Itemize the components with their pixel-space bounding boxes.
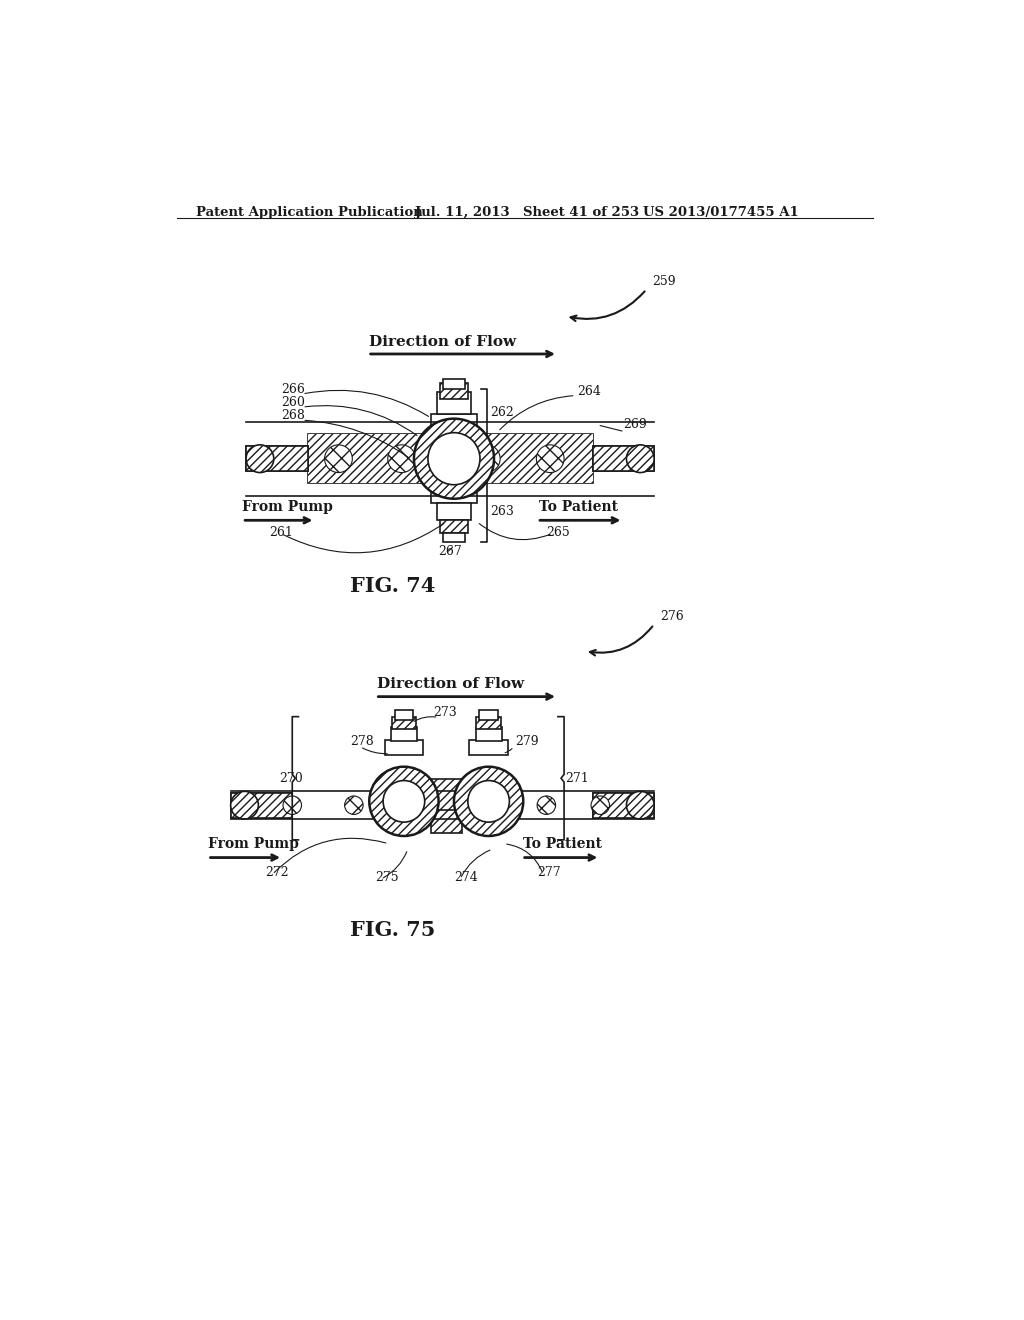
- Circle shape: [538, 796, 556, 814]
- Circle shape: [325, 445, 352, 473]
- Circle shape: [472, 445, 500, 473]
- Text: 275: 275: [376, 871, 399, 883]
- Text: 266: 266: [281, 383, 304, 396]
- Bar: [394, 710, 413, 719]
- Bar: [593, 793, 654, 817]
- Text: 268: 268: [281, 409, 304, 422]
- Bar: [593, 446, 654, 471]
- Text: 263: 263: [490, 506, 514, 519]
- Text: 278: 278: [350, 735, 374, 748]
- Text: Direction of Flow: Direction of Flow: [377, 677, 524, 692]
- Bar: [440, 383, 468, 399]
- Bar: [431, 810, 462, 833]
- Bar: [230, 793, 292, 817]
- Bar: [469, 739, 508, 755]
- Bar: [307, 434, 451, 483]
- Text: 259: 259: [652, 275, 676, 288]
- Text: 262: 262: [490, 407, 514, 418]
- Bar: [230, 793, 292, 817]
- Bar: [246, 446, 307, 471]
- Text: US 2013/0177455 A1: US 2013/0177455 A1: [643, 206, 799, 219]
- Bar: [307, 434, 593, 483]
- Text: 261: 261: [269, 525, 293, 539]
- Bar: [593, 446, 654, 471]
- Bar: [385, 739, 423, 755]
- Bar: [440, 520, 468, 533]
- Bar: [440, 520, 468, 533]
- Circle shape: [537, 445, 564, 473]
- Bar: [476, 717, 501, 729]
- Bar: [246, 446, 307, 471]
- Text: 265: 265: [547, 525, 570, 539]
- Circle shape: [454, 767, 523, 836]
- Bar: [451, 434, 593, 483]
- Circle shape: [345, 796, 364, 814]
- Bar: [307, 434, 451, 483]
- Text: 267: 267: [438, 545, 462, 558]
- Circle shape: [627, 445, 654, 473]
- Bar: [246, 446, 307, 471]
- Text: 277: 277: [538, 866, 561, 879]
- Text: Patent Application Publication: Patent Application Publication: [196, 206, 423, 219]
- Bar: [391, 717, 416, 729]
- Bar: [476, 717, 501, 729]
- Text: From Pump: From Pump: [243, 500, 333, 513]
- Text: 270: 270: [280, 772, 303, 785]
- Bar: [437, 392, 471, 414]
- Bar: [230, 793, 292, 817]
- Text: 279: 279: [515, 735, 540, 748]
- Text: 273: 273: [433, 706, 457, 719]
- Circle shape: [283, 796, 301, 814]
- Circle shape: [246, 445, 273, 473]
- Bar: [431, 482, 477, 503]
- Text: 272: 272: [265, 866, 289, 879]
- Bar: [391, 717, 416, 729]
- Text: 269: 269: [624, 418, 647, 430]
- Circle shape: [383, 780, 425, 822]
- Bar: [479, 710, 498, 719]
- Circle shape: [414, 418, 494, 499]
- Bar: [431, 779, 462, 817]
- Bar: [475, 727, 502, 742]
- Bar: [593, 446, 654, 471]
- Text: Sheet 41 of 253: Sheet 41 of 253: [523, 206, 639, 219]
- Text: From Pump: From Pump: [208, 837, 298, 851]
- Bar: [593, 793, 654, 817]
- Circle shape: [230, 792, 258, 818]
- Bar: [440, 383, 468, 399]
- Bar: [437, 503, 471, 520]
- Bar: [593, 446, 654, 471]
- Text: 276: 276: [660, 610, 684, 623]
- Circle shape: [388, 445, 416, 473]
- Bar: [230, 793, 292, 817]
- Text: 260: 260: [281, 396, 304, 409]
- Text: Jul. 11, 2013: Jul. 11, 2013: [416, 206, 510, 219]
- Circle shape: [591, 796, 609, 814]
- Circle shape: [468, 780, 509, 822]
- Bar: [593, 793, 654, 817]
- Bar: [443, 379, 465, 389]
- Text: Direction of Flow: Direction of Flow: [370, 334, 516, 348]
- Text: 274: 274: [454, 871, 478, 883]
- Text: To Patient: To Patient: [539, 500, 617, 513]
- Bar: [431, 779, 462, 817]
- Text: To Patient: To Patient: [523, 837, 602, 851]
- Circle shape: [428, 433, 480, 484]
- Bar: [431, 810, 462, 833]
- Text: FIG. 75: FIG. 75: [349, 920, 435, 940]
- Bar: [391, 727, 417, 742]
- Bar: [246, 446, 307, 471]
- Circle shape: [370, 767, 438, 836]
- Text: 264: 264: [578, 385, 601, 397]
- Bar: [451, 434, 593, 483]
- Text: FIG. 74: FIG. 74: [349, 576, 435, 595]
- Text: 271: 271: [565, 772, 590, 785]
- Bar: [443, 533, 465, 543]
- Circle shape: [627, 792, 654, 818]
- Bar: [593, 793, 654, 817]
- Bar: [431, 414, 477, 436]
